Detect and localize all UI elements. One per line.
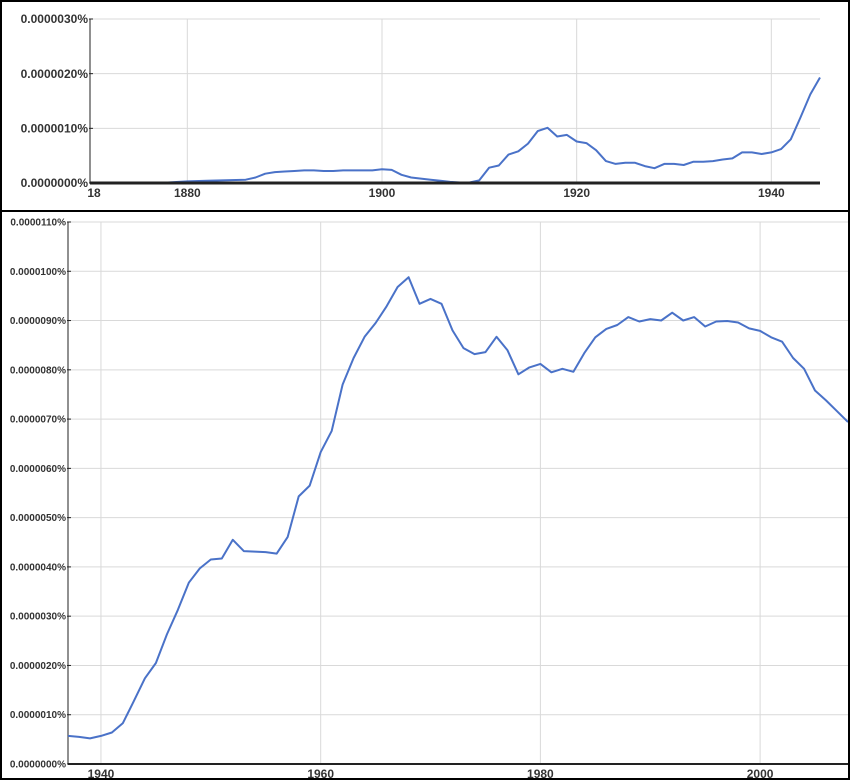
y-tick-label: 0.0000020% (21, 67, 89, 81)
y-tick-label: 0.0000100% (10, 267, 66, 278)
top-chart-panel: 0.0000000% 0.0000010% 0.0000020% 0.0000030%… (0, 0, 850, 212)
x-tick-label: 2000 (747, 767, 774, 778)
x-tick-label: 18 (87, 186, 101, 200)
y-tick-label: 0.0000090% (10, 316, 66, 327)
y-tick-label: 0.0000000% (10, 760, 66, 771)
x-tick-label: 1940 (88, 767, 115, 778)
bottom-chart-panel: 0.0000000% 0.0000010% 0.0000020% 0.0000030%… (0, 210, 850, 780)
y-tick-label: 0.0000040% (10, 562, 66, 573)
series-line (90, 77, 821, 184)
y-tick-label: 0.0000030% (21, 12, 89, 26)
x-tick-label: 1880 (174, 186, 201, 200)
y-tick-label: 0.0000010% (10, 710, 66, 721)
series-line (67, 276, 848, 740)
top-line-chart: 0.0000000% 0.0000010% 0.0000020% 0.0000030%… (21, 12, 821, 200)
y-tick-label: 0.0000010% (21, 122, 89, 136)
y-tick-label: 0.0000030% (10, 612, 66, 623)
y-tick-label: 0.0000060% (10, 464, 66, 475)
y-tick-label: 0.0000050% (10, 513, 66, 524)
bottom-line-chart: 0.0000000% 0.0000010% 0.0000020% 0.0000030%… (10, 218, 848, 778)
y-tick-label: 0.0000070% (10, 415, 66, 426)
y-tick-label: 0.0000000% (21, 176, 89, 190)
y-tick-label: 0.0000110% (10, 218, 66, 229)
x-tick-label: 1920 (563, 186, 590, 200)
y-tick-label: 0.0000080% (10, 365, 66, 376)
y-tick-label: 0.0000020% (10, 661, 66, 672)
x-tick-label: 1900 (369, 186, 396, 200)
x-tick-label: 1960 (307, 767, 334, 778)
x-tick-label: 1980 (527, 767, 554, 778)
x-tick-label: 1940 (758, 186, 785, 200)
